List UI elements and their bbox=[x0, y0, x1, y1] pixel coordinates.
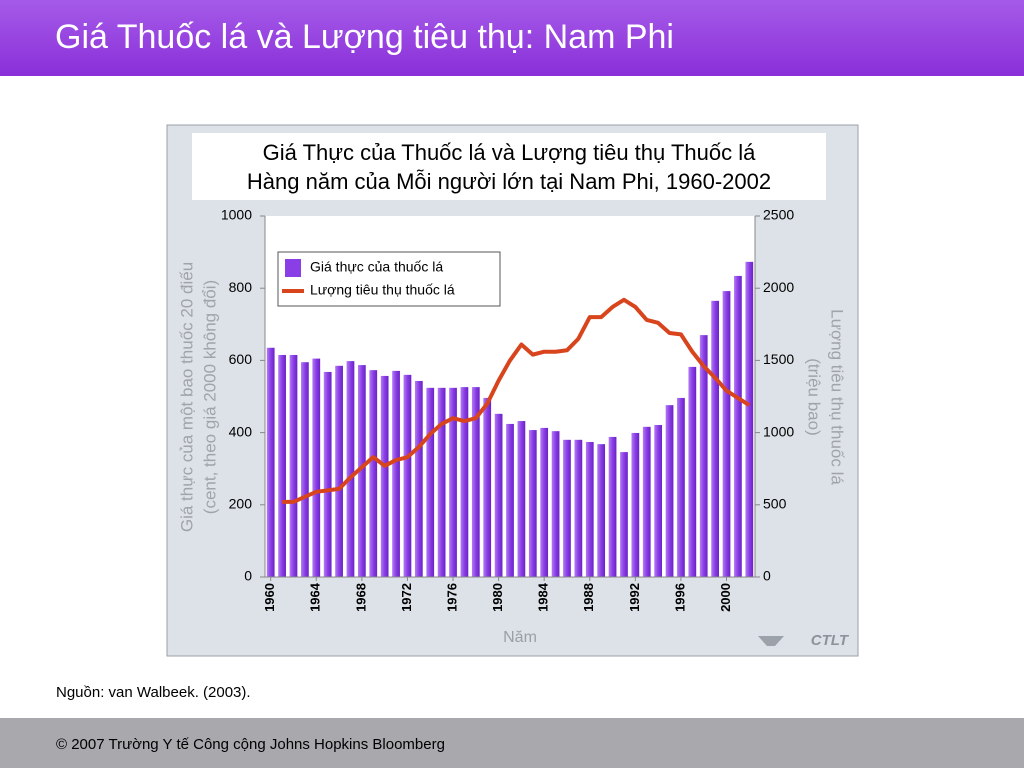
bar bbox=[392, 370, 400, 577]
x-tick-label: 1992 bbox=[627, 583, 642, 612]
bar bbox=[449, 387, 457, 577]
chart-title: Hàng năm của Mỗi người lớn tại Nam Phi, … bbox=[247, 169, 771, 194]
bar bbox=[540, 427, 549, 577]
legend-swatch bbox=[285, 259, 301, 277]
y-tick-label: 800 bbox=[229, 279, 253, 295]
y-tick-label: 200 bbox=[229, 496, 253, 512]
y2-tick-label: 0 bbox=[763, 568, 771, 584]
bar bbox=[677, 397, 685, 577]
x-tick-label: 1972 bbox=[399, 583, 414, 612]
bar bbox=[551, 431, 560, 577]
bar bbox=[323, 371, 332, 577]
bar bbox=[460, 387, 469, 577]
bar bbox=[528, 430, 537, 577]
bar bbox=[563, 439, 571, 577]
header: Giá Thuốc lá và Lượng tiêu thụ: Nam Phi bbox=[0, 0, 1024, 76]
bar bbox=[620, 452, 628, 577]
bar bbox=[369, 370, 378, 577]
legend-label: Lượng tiêu thụ thuốc lá bbox=[310, 282, 455, 298]
y2-tick-label: 500 bbox=[763, 496, 787, 512]
x-tick-label: 1976 bbox=[444, 583, 459, 612]
bar bbox=[494, 413, 503, 577]
y2-tick-label: 2000 bbox=[763, 279, 794, 295]
y2-axis-label: (triệu bao) bbox=[805, 358, 824, 435]
x-tick-label: 1988 bbox=[581, 583, 596, 612]
bar bbox=[289, 354, 298, 577]
x-tick-label: 1960 bbox=[262, 583, 277, 612]
bar bbox=[688, 366, 697, 577]
y-tick-label: 1000 bbox=[221, 207, 252, 223]
source: Nguồn: van Walbeek. (2003). bbox=[56, 684, 251, 701]
bar bbox=[483, 397, 492, 577]
y-tick-label: 400 bbox=[229, 423, 253, 439]
x-axis-label: Năm bbox=[503, 629, 537, 646]
bar bbox=[471, 387, 480, 577]
bar bbox=[654, 425, 663, 577]
bar bbox=[266, 347, 275, 577]
chart-title: Giá Thực của Thuốc lá và Lượng tiêu thụ … bbox=[263, 140, 756, 165]
bar bbox=[722, 291, 731, 577]
y-axis-label: Giá thực của một bao thuốc 20 điếu bbox=[177, 262, 196, 532]
slide-title: Giá Thuốc lá và Lượng tiêu thụ: Nam Phi bbox=[55, 18, 674, 56]
bar bbox=[642, 426, 651, 577]
bar bbox=[357, 365, 366, 577]
y2-tick-label: 1500 bbox=[763, 351, 794, 367]
y-axis-label: (cent, theo giá 2000 không đổi) bbox=[200, 280, 219, 514]
x-tick-label: 1964 bbox=[308, 582, 323, 612]
bar bbox=[631, 432, 640, 577]
bar bbox=[346, 361, 355, 577]
copyright: © 2007 Trường Y tế Công cộng Johns Hopki… bbox=[56, 736, 445, 753]
bar bbox=[745, 261, 754, 577]
y2-axis-label: Lượng tiêu thụ thuốc lá bbox=[828, 309, 847, 485]
legend-label: Giá thực của thuốc lá bbox=[310, 259, 443, 275]
bar bbox=[414, 380, 423, 577]
bar bbox=[301, 362, 309, 577]
bar bbox=[278, 354, 286, 577]
bar bbox=[574, 439, 583, 577]
bar bbox=[437, 387, 446, 577]
bar bbox=[585, 441, 594, 577]
logo-icon bbox=[758, 636, 784, 646]
x-tick-label: 1996 bbox=[672, 583, 687, 612]
bar bbox=[335, 365, 343, 577]
x-tick-label: 2000 bbox=[718, 583, 733, 612]
y-tick-label: 0 bbox=[244, 568, 252, 584]
bar bbox=[506, 423, 514, 577]
bar bbox=[711, 300, 719, 577]
x-tick-label: 1984 bbox=[536, 582, 551, 612]
y2-tick-label: 1000 bbox=[763, 423, 794, 439]
bar bbox=[380, 375, 389, 577]
title-box bbox=[192, 133, 826, 200]
bar bbox=[403, 374, 412, 577]
chart: Giá Thực của Thuốc lá và Lượng tiêu thụ … bbox=[166, 124, 859, 657]
bar bbox=[426, 387, 435, 577]
bar bbox=[699, 335, 708, 577]
y2-tick-label: 2500 bbox=[763, 207, 794, 223]
footer: © 2007 Trường Y tế Công cộng Johns Hopki… bbox=[0, 718, 1024, 768]
bar bbox=[597, 444, 606, 577]
y-tick-label: 600 bbox=[229, 351, 253, 367]
bar bbox=[665, 405, 674, 577]
x-tick-label: 1980 bbox=[490, 583, 505, 612]
logo: CTLT bbox=[811, 632, 850, 649]
bar bbox=[517, 421, 526, 577]
bar bbox=[608, 436, 617, 577]
bar bbox=[312, 358, 321, 577]
line bbox=[282, 297, 751, 504]
bar bbox=[734, 275, 742, 577]
legend-box bbox=[277, 251, 501, 307]
x-tick-label: 1968 bbox=[353, 583, 368, 612]
